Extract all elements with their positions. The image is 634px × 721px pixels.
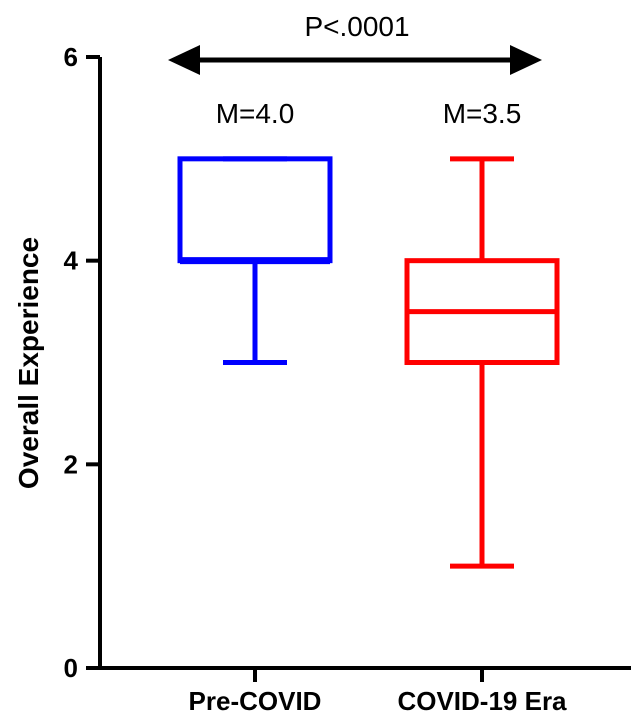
box-pre-covid: M=4.0 [177, 98, 333, 365]
mean-label: M=4.0 [216, 98, 295, 129]
y-axis-title: Overall Experience [13, 237, 44, 489]
y-tick-label: 4 [64, 246, 79, 276]
comparison-arrowhead-left [168, 45, 200, 75]
y-ticks: 0 2 4 6 [64, 42, 100, 683]
y-tick-label: 2 [64, 449, 78, 479]
comparison-annotation: P<.0001 [168, 11, 542, 75]
comparison-p-value: P<.0001 [304, 11, 409, 42]
y-tick-label: 0 [64, 653, 78, 683]
boxes-layer: M=4.0 M=3.5 [177, 98, 560, 569]
x-category-label: Pre-COVID [189, 686, 322, 716]
comparison-arrowhead-right [510, 45, 542, 75]
x-category-label: COVID-19 Era [397, 686, 567, 716]
iqr-box [177, 156, 333, 264]
y-tick-label: 6 [64, 42, 78, 72]
box-covid-19-era: M=3.5 [404, 98, 560, 569]
x-ticks: Pre-COVID COVID-19 Era [189, 668, 567, 716]
mean-label: M=3.5 [443, 98, 522, 129]
